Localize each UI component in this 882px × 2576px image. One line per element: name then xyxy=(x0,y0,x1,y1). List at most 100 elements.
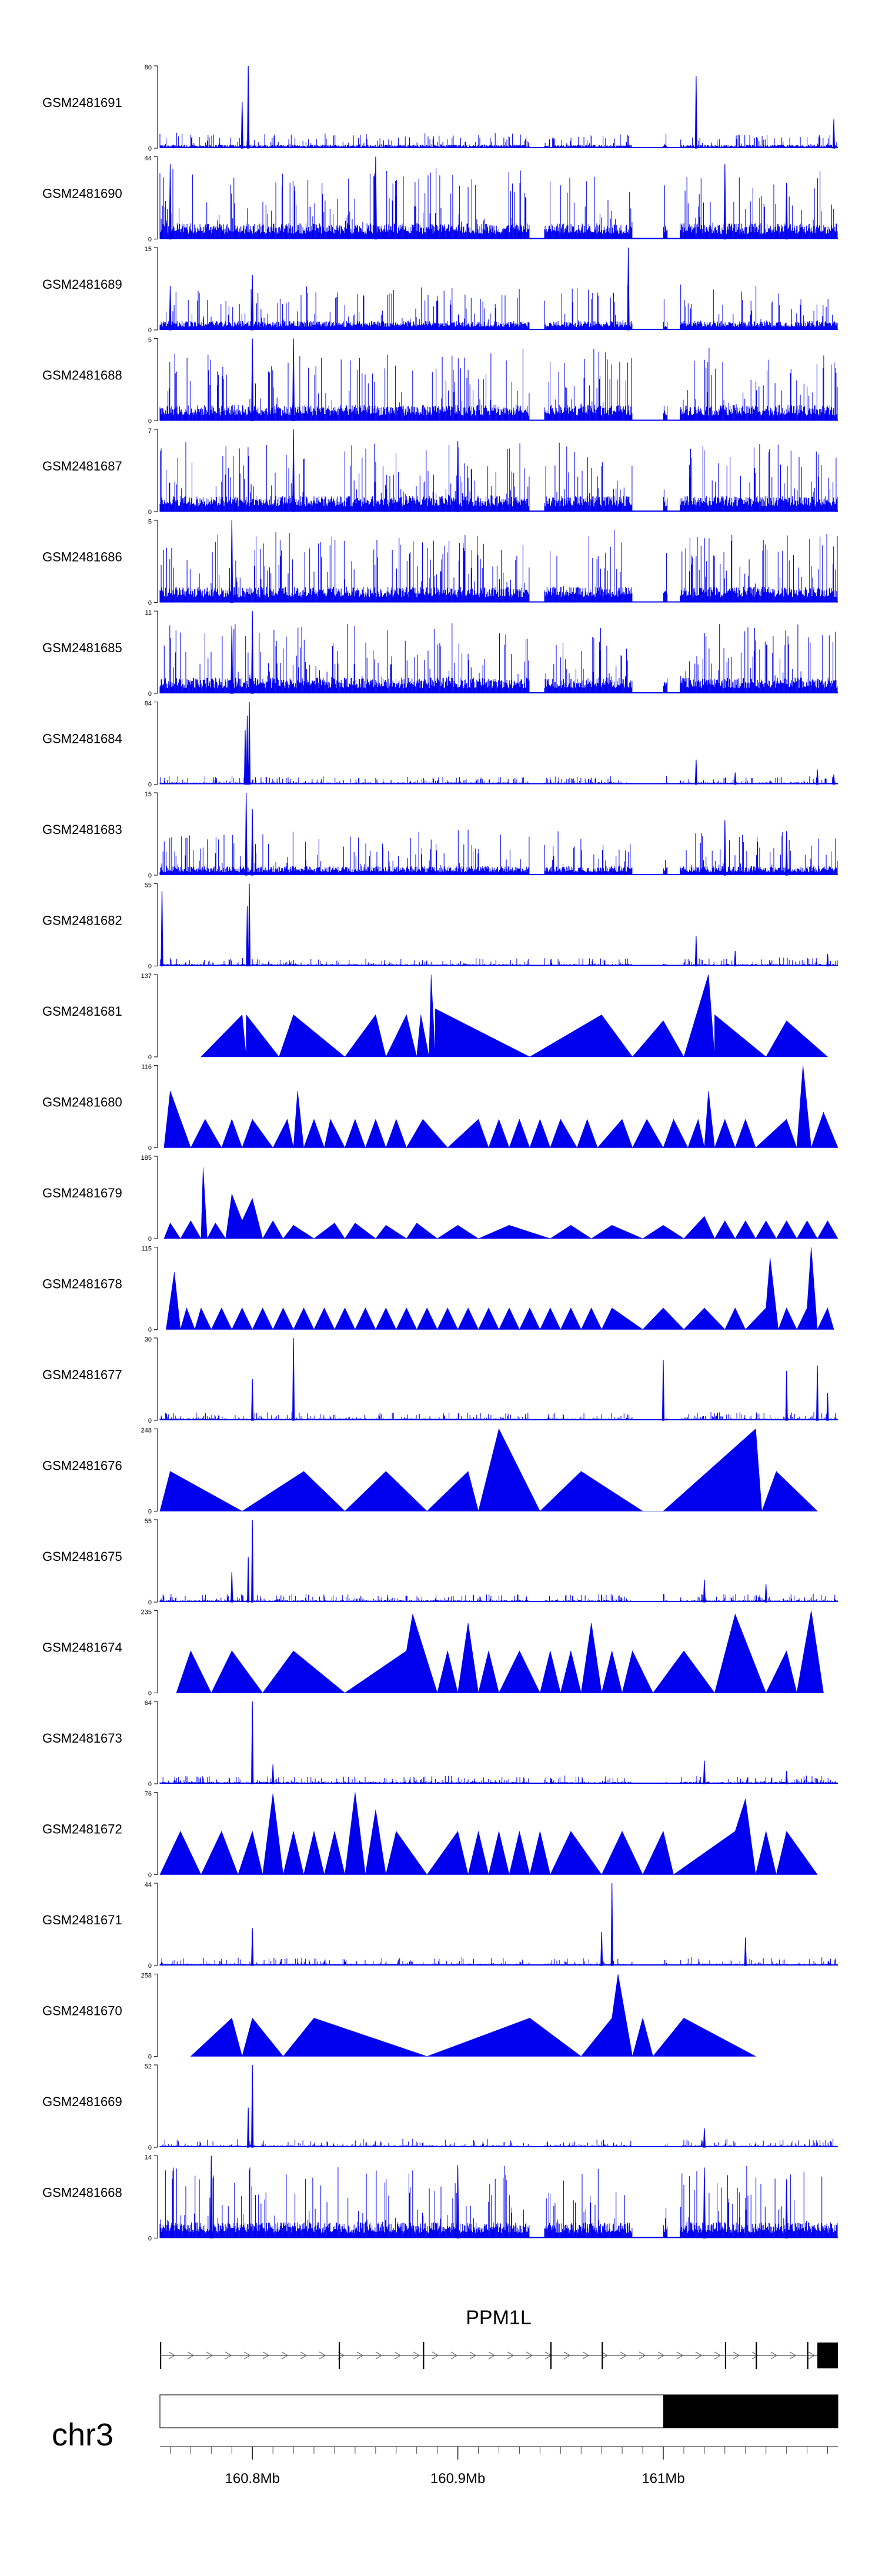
tracks-layer: GSM2481691800GSM2481690440GSM2481689150G… xyxy=(42,64,838,2243)
track-label: GSM2481676 xyxy=(42,1459,122,1473)
track-ymin-label: 0 xyxy=(148,236,152,243)
track-ymax-label: 64 xyxy=(145,1700,152,1707)
track-ymax-label: 55 xyxy=(145,1518,152,1525)
signal-bars xyxy=(159,1776,838,1784)
signal-baseline xyxy=(160,2146,838,2147)
track-label: GSM2481675 xyxy=(42,1549,122,1564)
signal-baseline xyxy=(160,783,838,785)
signal-baseline xyxy=(160,692,838,693)
signal-baseline xyxy=(160,965,838,966)
signal-area xyxy=(163,1065,838,1149)
track-label: GSM2481668 xyxy=(42,2185,122,2200)
signal-baseline xyxy=(160,147,838,148)
gene-exon xyxy=(602,2342,603,2369)
track-ymin-label: 0 xyxy=(148,2144,152,2151)
axis-tick-label: 161Mb xyxy=(642,2471,684,2487)
track-GSM2481678: GSM2481678 115 0 xyxy=(42,1246,834,1334)
track-ymax-label: 80 xyxy=(145,64,152,71)
signal-peaks xyxy=(161,883,829,967)
track-GSM2481684: GSM2481684 84 0 xyxy=(42,700,838,789)
signal-baseline xyxy=(160,510,838,512)
ideogram-band xyxy=(663,2395,838,2428)
track-ymax-label: 52 xyxy=(145,2063,152,2070)
signal-bars xyxy=(159,1593,838,1602)
track-label: GSM2481672 xyxy=(42,1822,122,1837)
signal-peaks xyxy=(251,1883,747,1966)
signal-baseline xyxy=(160,329,838,330)
signal-peaks xyxy=(230,520,233,603)
track-ymin-label: 0 xyxy=(148,1509,152,1516)
track-GSM2481672: GSM2481672 76 0 xyxy=(42,1791,818,1879)
track-ymin-label: 0 xyxy=(148,963,152,970)
track-ymin-label: 0 xyxy=(148,1145,152,1152)
track-label: GSM2481684 xyxy=(42,732,122,746)
track-ymax-label: 44 xyxy=(145,1881,152,1888)
track-label: GSM2481678 xyxy=(42,1277,122,1292)
signal-area xyxy=(201,974,828,1057)
track-ymin-label: 0 xyxy=(148,1690,152,1697)
gene-track: PPM1L xyxy=(160,2307,838,2369)
signal-peaks xyxy=(240,65,836,149)
signal-area xyxy=(190,1974,756,2057)
track-GSM2481677: GSM2481677 30 0 xyxy=(42,1336,838,1424)
track-ymax-label: 248 xyxy=(141,1427,152,1434)
track-GSM2481686: GSM2481686 5 0 xyxy=(42,519,838,607)
track-label: GSM2481673 xyxy=(42,1731,122,1746)
track-ymin-label: 0 xyxy=(148,872,152,879)
track-GSM2481670: GSM2481670 258 0 xyxy=(42,1973,756,2061)
gene-exon xyxy=(550,2342,552,2369)
track-GSM2481675: GSM2481675 55 0 xyxy=(42,1518,838,1606)
track-GSM2481683: GSM2481683 15 0 xyxy=(42,791,838,879)
track-label: GSM2481671 xyxy=(42,1913,122,1927)
signal-area xyxy=(163,1167,838,1240)
signal-bars xyxy=(159,2165,838,2238)
signal-bars xyxy=(159,348,838,421)
signal-baseline xyxy=(160,1964,838,1966)
track-GSM2481685: GSM2481685 11 0 xyxy=(42,609,838,698)
signal-peaks xyxy=(230,610,254,694)
genome-axis: 160.8Mb 160.9Mb 161Mb xyxy=(160,2446,838,2487)
gene-exon xyxy=(338,2342,340,2369)
track-ymax-label: 115 xyxy=(141,1246,152,1253)
track-GSM2481668: GSM2481668 14 0 xyxy=(42,2154,838,2243)
gene-exon xyxy=(423,2342,425,2369)
track-ymin-label: 0 xyxy=(148,1417,152,1424)
track-ymax-label: 5 xyxy=(148,519,152,526)
track-label: GSM2481674 xyxy=(42,1640,122,1655)
track-ymin-label: 0 xyxy=(148,145,152,152)
signal-baseline xyxy=(160,1601,838,1602)
track-label: GSM2481679 xyxy=(42,1186,122,1200)
track-label: GSM2481677 xyxy=(42,1367,122,1382)
track-ymax-label: 30 xyxy=(145,1336,152,1343)
gene-exon xyxy=(724,2342,727,2369)
gene-exon xyxy=(817,2343,838,2368)
track-label: GSM2481688 xyxy=(42,368,122,383)
signal-baseline xyxy=(160,419,838,421)
track-label: GSM2481683 xyxy=(42,822,122,837)
track-ymin-label: 0 xyxy=(148,1599,152,1606)
gene-label: PPM1L xyxy=(466,2307,532,2329)
track-GSM2481674: GSM2481674 235 0 xyxy=(42,1609,824,1697)
track-ymin-label: 0 xyxy=(148,782,152,789)
track-ymax-label: 185 xyxy=(141,1154,152,1162)
track-ymin-label: 0 xyxy=(148,1781,152,1788)
track-GSM2481682: GSM2481682 55 0 xyxy=(42,882,838,970)
gene-strand-arrows xyxy=(168,2351,816,2360)
track-GSM2481691: GSM2481691 80 0 xyxy=(42,64,838,152)
track-label: GSM2481690 xyxy=(42,186,122,201)
track-ymin-label: 0 xyxy=(148,600,152,607)
track-GSM2481680: GSM2481680 116 0 xyxy=(42,1064,838,1152)
signal-bars xyxy=(159,132,838,148)
signal-baseline xyxy=(160,1783,838,1784)
track-label: GSM2481681 xyxy=(42,1004,122,1019)
signal-peaks xyxy=(251,1701,788,1784)
track-label: GSM2481685 xyxy=(42,640,122,655)
signal-baseline xyxy=(160,2237,838,2238)
track-ymax-label: 11 xyxy=(145,609,152,616)
track-label: GSM2481680 xyxy=(42,1095,122,1110)
track-label: GSM2481691 xyxy=(42,95,122,110)
track-ymin-label: 0 xyxy=(148,1236,152,1243)
track-GSM2481687: GSM2481687 7 0 xyxy=(42,428,838,516)
track-ymax-label: 15 xyxy=(145,246,152,253)
signal-baseline xyxy=(160,874,838,875)
